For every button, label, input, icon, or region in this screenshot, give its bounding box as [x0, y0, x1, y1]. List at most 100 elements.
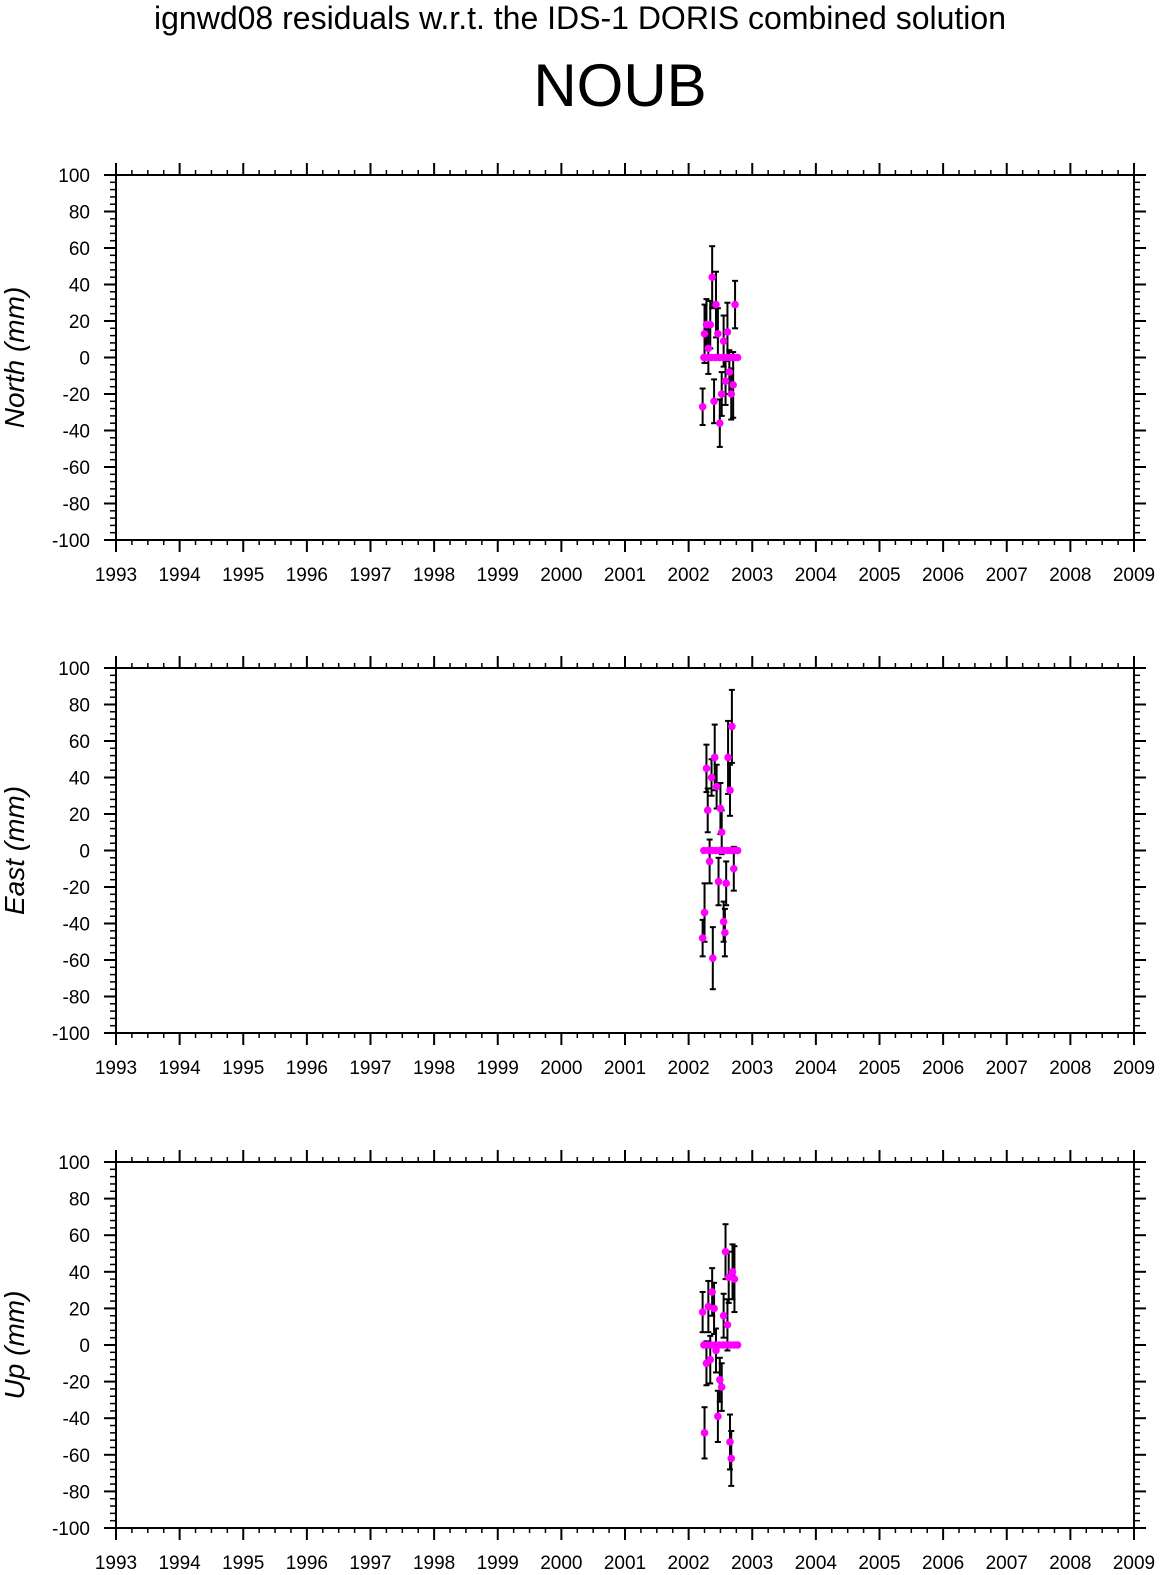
east-x-tick-label: 1995 — [222, 1058, 264, 1079]
up-data-point — [733, 1341, 742, 1349]
east-y-tick-label: 20 — [69, 805, 90, 826]
north-data-point — [719, 337, 728, 345]
up-x-tick-label: 2009 — [1113, 1553, 1155, 1574]
up-x-tick-label: 2002 — [667, 1553, 709, 1574]
east-y-tick-label: -100 — [52, 1024, 90, 1045]
up-x-tick-label: 2003 — [731, 1553, 773, 1574]
north-x-tick-label: 2002 — [667, 565, 709, 586]
north-data-point — [706, 320, 715, 329]
east-data-point — [716, 804, 725, 813]
north-data-point — [712, 300, 720, 309]
north-x-tick-label: 2007 — [986, 565, 1028, 586]
east-data-point — [721, 928, 729, 937]
north-data-point — [710, 397, 718, 406]
up-x-tick-label: 1993 — [95, 1553, 137, 1574]
up-y-tick-label: 0 — [79, 1336, 90, 1357]
up-data-point — [716, 1375, 724, 1384]
east-data-point — [702, 764, 711, 773]
east-data-point — [705, 857, 714, 866]
east-x-tick-label: 2003 — [731, 1058, 773, 1079]
north-x-tick-label: 2005 — [858, 565, 900, 586]
up-y-tick-label: -40 — [63, 1409, 90, 1430]
east-x-tick-label: 2000 — [540, 1058, 582, 1079]
up-y-tick-label: -100 — [52, 1519, 90, 1540]
east-data-point — [726, 786, 734, 795]
east-x-tick-label: 2002 — [667, 1058, 709, 1079]
up-data-point — [710, 1304, 718, 1313]
east-y-axis-label: East (mm) — [0, 786, 30, 915]
north-x-tick-label: 1993 — [95, 565, 137, 586]
up-data-point — [727, 1454, 736, 1463]
north-panel: 1993 1994 1995 1996 1997 1998 1999 2000 2001 2002… — [0, 163, 1155, 586]
up-panel: 1993 1994 1995 1996 1997 1998 1999 2000 2001 2002… — [0, 1150, 1155, 1574]
east-x-tick-label: 1997 — [349, 1058, 391, 1079]
east-plot-frame — [115, 667, 1135, 1034]
north-data-point — [725, 368, 734, 376]
up-x-tick-label: 1996 — [286, 1553, 328, 1574]
north-data-point — [729, 381, 737, 389]
east-y-tick-label: 100 — [58, 659, 90, 680]
up-y-tick-label: 60 — [69, 1226, 90, 1247]
east-y-tick-label: -60 — [63, 951, 90, 972]
station-title: NOUB — [533, 52, 707, 119]
east-x-tick-label: 2001 — [604, 1058, 646, 1079]
up-x-tick-label: 2004 — [795, 1553, 838, 1574]
east-data-point — [703, 806, 712, 815]
north-x-tick-label: 1996 — [286, 565, 328, 586]
up-y-axis-label: Up (mm) — [0, 1291, 30, 1400]
up-x-tick-label: 2000 — [540, 1553, 582, 1574]
east-x-tick-label: 1993 — [95, 1058, 137, 1079]
north-x-tick-label: 2009 — [1113, 565, 1155, 586]
east-data-point — [698, 934, 707, 942]
north-data-point — [698, 402, 707, 411]
up-x-tick-label: 2008 — [1049, 1553, 1091, 1574]
east-data-point — [700, 908, 709, 917]
up-x-tick-label: 1998 — [413, 1553, 455, 1574]
up-data-point — [717, 1383, 726, 1391]
up-y-tick-label: 80 — [69, 1190, 90, 1211]
east-data-point — [712, 782, 721, 791]
north-x-tick-label: 1994 — [158, 565, 201, 586]
north-x-tick-label: 2003 — [731, 565, 773, 586]
up-x-tick-label: 2007 — [986, 1553, 1028, 1574]
up-data-point — [704, 1302, 713, 1311]
up-y-tick-label: -80 — [63, 1482, 90, 1503]
up-data-point — [721, 1247, 730, 1256]
north-y-tick-label: -100 — [52, 531, 90, 552]
north-y-tick-label: -60 — [63, 458, 90, 479]
up-data-point — [708, 1288, 716, 1296]
east-x-tick-label: 2009 — [1113, 1058, 1155, 1079]
up-data-point — [700, 1429, 709, 1437]
east-x-tick-label: 2005 — [858, 1058, 900, 1079]
north-data-point — [714, 329, 722, 338]
north-x-tick-label: 2004 — [795, 565, 838, 586]
north-x-tick-label: 1995 — [222, 565, 264, 586]
east-x-tick-label: 1998 — [413, 1058, 455, 1079]
east-data-point — [722, 879, 730, 888]
north-data-point — [704, 344, 713, 353]
north-y-tick-label: -80 — [63, 495, 90, 516]
east-x-tick-label: 1996 — [286, 1058, 328, 1079]
north-data-point — [727, 390, 736, 398]
up-x-tick-label: 1995 — [222, 1553, 264, 1574]
north-y-axis-label: North (mm) — [0, 287, 30, 429]
up-y-tick-label: -20 — [63, 1373, 90, 1394]
north-data-point — [723, 328, 732, 336]
east-y-tick-label: 60 — [69, 732, 90, 753]
east-data-point — [717, 828, 726, 837]
up-data-point — [724, 1273, 733, 1282]
north-x-tick-label: 1997 — [349, 565, 391, 586]
up-data-point — [712, 1346, 720, 1355]
up-x-tick-label: 1999 — [477, 1553, 519, 1574]
north-plot-frame — [115, 174, 1135, 541]
up-data-point — [726, 1438, 734, 1446]
north-x-tick-label: 2006 — [922, 565, 964, 586]
east-x-tick-label: 2004 — [795, 1058, 838, 1079]
up-data-point — [706, 1355, 715, 1364]
east-x-tick-label: 1999 — [477, 1058, 519, 1079]
east-x-tick-label: 2007 — [986, 1058, 1028, 1079]
north-data-point — [731, 300, 739, 309]
up-data-point — [730, 1275, 739, 1283]
up-data-point — [719, 1311, 728, 1320]
